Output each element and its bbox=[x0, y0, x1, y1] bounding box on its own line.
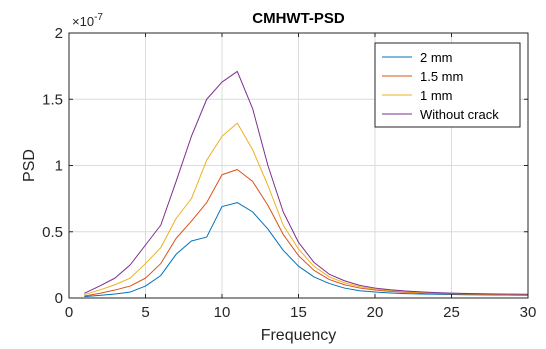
y-tick-label: 1 bbox=[55, 158, 63, 175]
y-tick-label: 2 bbox=[55, 25, 63, 42]
y-axis-exponent: ×10-7 bbox=[72, 12, 103, 29]
series-line-0 bbox=[84, 202, 529, 298]
legend-label-2: 1 mm bbox=[420, 88, 453, 103]
series-line-2 bbox=[84, 122, 529, 296]
y-axis-exponent-power: -7 bbox=[94, 12, 103, 23]
x-axis-title: Frequency bbox=[261, 327, 337, 344]
legend-label-1: 1.5 mm bbox=[420, 69, 463, 84]
chart-title: CMHWT-PSD bbox=[252, 10, 345, 27]
x-tick-label: 20 bbox=[367, 304, 384, 321]
y-axis-title: PSD bbox=[21, 149, 38, 182]
y-tick-label: 1.5 bbox=[42, 91, 63, 108]
x-tick-label: 5 bbox=[141, 304, 149, 321]
y-tick-label: 0 bbox=[55, 290, 63, 307]
axis-ticks: 0 5 10 15 20 25 30 0 0.5 1 1.5 2 bbox=[42, 25, 536, 321]
x-tick-label: 30 bbox=[520, 304, 537, 321]
series-lines bbox=[84, 70, 529, 298]
legend: 2 mm 1.5 mm 1 mm Without crack bbox=[374, 42, 521, 128]
y-axis-exponent-base: ×10 bbox=[72, 14, 94, 29]
legend-label-3: Without crack bbox=[420, 107, 499, 122]
x-tick-label: 25 bbox=[443, 304, 460, 321]
x-tick-label: 0 bbox=[65, 304, 73, 321]
x-tick-label: 10 bbox=[214, 304, 231, 321]
y-tick-label: 0.5 bbox=[42, 224, 63, 241]
series-line-3 bbox=[84, 70, 529, 295]
legend-label-0: 2 mm bbox=[420, 50, 453, 65]
series-line-1 bbox=[84, 168, 529, 297]
x-tick-label: 15 bbox=[290, 304, 307, 321]
